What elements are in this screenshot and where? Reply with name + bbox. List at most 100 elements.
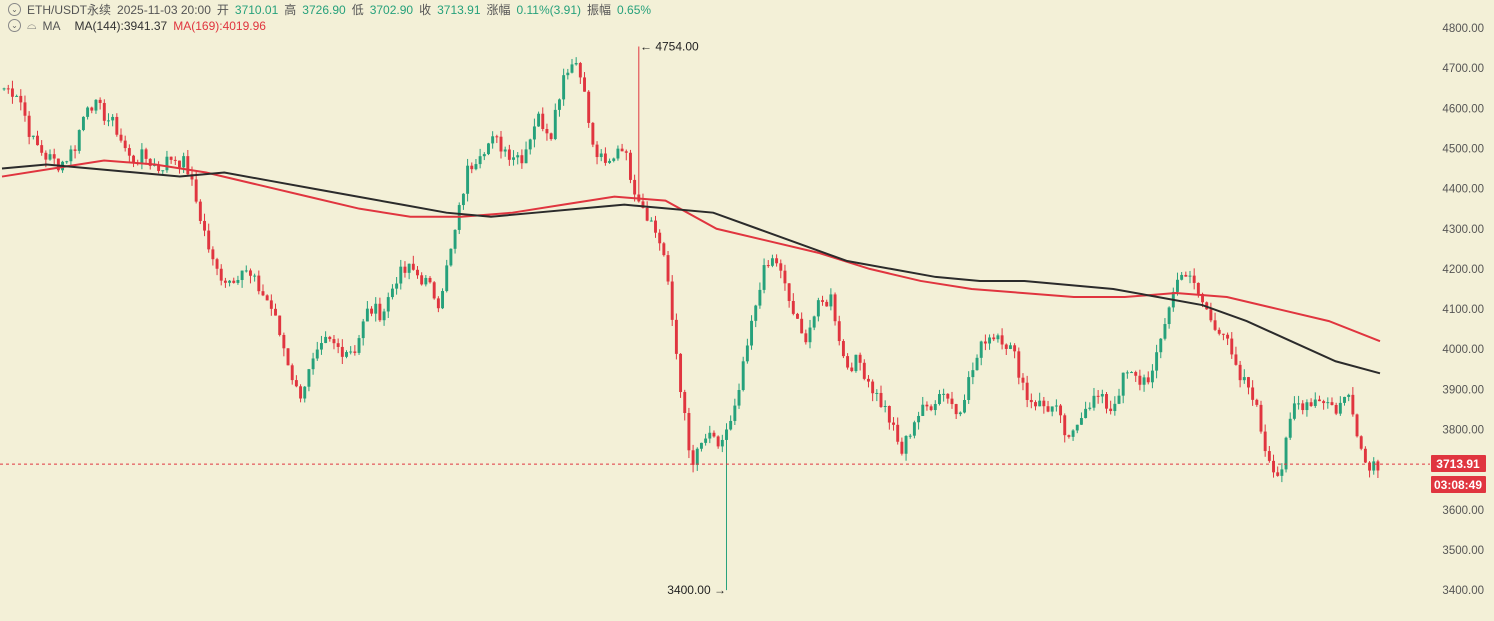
candle-body: [954, 404, 958, 415]
candle-body: [1100, 394, 1104, 397]
ma169-value: MA(169):4019.96: [173, 18, 266, 33]
candle-body: [77, 130, 81, 151]
candle-body: [578, 63, 582, 78]
candle-body: [787, 283, 791, 301]
candle-body: [566, 72, 570, 76]
candle-body: [583, 77, 586, 92]
eye-icon[interactable]: ⌓: [27, 18, 37, 32]
candle-body: [720, 439, 724, 447]
candle-body: [699, 442, 703, 449]
candle-body: [6, 88, 10, 90]
candle-body: [1309, 402, 1313, 406]
candle-body: [1297, 403, 1301, 405]
candle-body: [737, 389, 741, 406]
change-value: 0.11%(3.91): [516, 2, 581, 17]
candle-body: [1050, 406, 1054, 412]
candle-body: [574, 63, 578, 65]
candle-body: [946, 393, 950, 399]
candle-body: [937, 394, 941, 404]
indicator-name[interactable]: MA: [42, 18, 61, 33]
candle-body: [1326, 402, 1330, 404]
candle-body: [1255, 399, 1259, 405]
price-axis[interactable]: [1427, 0, 1494, 621]
y-tick-label: 3600.00: [1442, 505, 1484, 517]
candle-body: [161, 170, 165, 172]
candle-body: [86, 107, 90, 117]
candle-body: [10, 88, 14, 97]
candle-body: [1138, 375, 1142, 385]
candle-body: [1130, 372, 1134, 374]
candle-body: [712, 432, 716, 437]
candle-body: [783, 270, 787, 284]
candle-body: [679, 353, 683, 393]
candle-body: [1267, 451, 1271, 461]
candle-body: [219, 268, 223, 281]
candle-body: [950, 398, 954, 405]
candle-body: [528, 139, 532, 150]
candle-body: [841, 341, 845, 357]
candle-body: [1113, 403, 1117, 412]
close-value: 3713.91: [437, 2, 481, 17]
candle-body: [1167, 307, 1171, 325]
candle-body: [750, 320, 754, 346]
candle-body: [1146, 377, 1150, 383]
y-tick-label: 3900.00: [1442, 384, 1484, 396]
candle-body: [36, 135, 39, 146]
chevron-down-icon[interactable]: ⌄: [8, 19, 21, 32]
ma144-value: MA(144):3941.37: [74, 18, 168, 33]
candle-body: [1288, 418, 1292, 438]
candle-body: [603, 153, 607, 163]
candle-body: [507, 149, 511, 160]
candle-body: [825, 301, 829, 307]
candle-body: [608, 160, 612, 163]
candle-body: [1372, 461, 1376, 471]
symbol-label[interactable]: ETH/USDT永续: [27, 3, 112, 17]
candle-body: [1276, 472, 1280, 476]
candle-body: [524, 149, 528, 164]
candle-body: [1213, 320, 1217, 330]
candle-body: [107, 120, 110, 122]
amp-value: 0.65%: [617, 2, 652, 17]
candle-body: [599, 153, 603, 158]
candle-body: [407, 263, 411, 273]
candle-body: [687, 413, 691, 451]
candle-body: [963, 399, 966, 413]
candle-body: [691, 450, 695, 465]
candle-body: [741, 361, 745, 390]
candle-body: [537, 113, 541, 127]
candle-body: [595, 144, 599, 158]
candle-body: [662, 243, 666, 256]
candle-body: [875, 392, 879, 394]
candle-body: [1242, 377, 1246, 381]
candle-body: [800, 318, 804, 334]
candle-body: [453, 229, 457, 249]
candle-body: [1226, 334, 1230, 339]
candle-body: [157, 164, 161, 171]
candle-body: [466, 165, 470, 194]
candle-body: [779, 263, 783, 271]
candle-body: [1017, 351, 1021, 378]
candle-body: [812, 316, 816, 328]
candle-body: [1042, 400, 1046, 407]
candle-body: [207, 230, 211, 250]
current-price-tag: 3713.91 03:08:49: [1431, 455, 1486, 493]
candle-body: [1096, 395, 1100, 397]
candle-body: [754, 305, 758, 321]
candle-body: [69, 149, 73, 162]
candle-body: [491, 136, 495, 144]
candle-body: [52, 154, 56, 159]
chevron-down-icon[interactable]: ⌄: [8, 3, 21, 16]
candle-body: [758, 289, 762, 306]
candle-body: [1196, 282, 1200, 294]
candle-body: [315, 349, 319, 359]
candle-body: [1188, 275, 1192, 277]
candle-body: [545, 128, 549, 134]
candle-body: [278, 315, 282, 335]
candle-body: [1034, 402, 1037, 407]
candle-body: [1355, 414, 1359, 437]
candle-body: [716, 436, 720, 447]
y-tick-label: 4500.00: [1442, 143, 1484, 155]
candle-body: [215, 259, 219, 269]
candle-body: [933, 403, 937, 411]
